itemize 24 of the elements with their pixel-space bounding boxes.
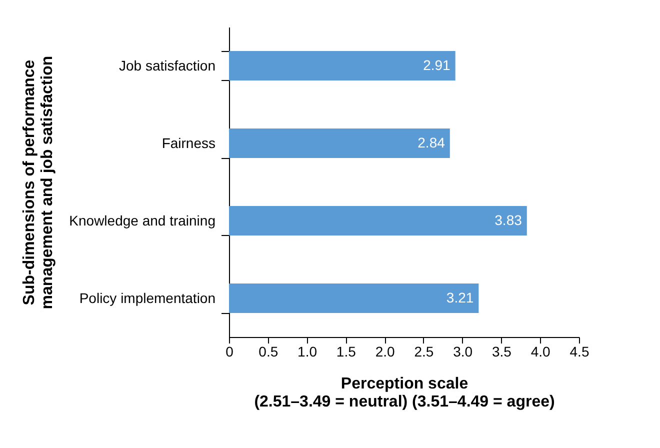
bar	[229, 128, 450, 158]
x-tick-label: 2.0	[375, 344, 395, 360]
x-tick-label: 1.5	[336, 344, 356, 360]
x-tick-label: 4.0	[530, 344, 551, 360]
x-tick-label: 2.5	[414, 344, 434, 360]
data-label: 2.84	[418, 134, 446, 150]
x-tick-label: 3.5	[492, 344, 512, 360]
x-tick-label: 3.0	[453, 344, 473, 360]
bar	[229, 284, 479, 313]
bar	[229, 51, 456, 80]
y-axis-title: Sub-dimensions of performance management and job satisfaction	[21, 56, 56, 310]
x-tick-label: 4.5	[570, 344, 590, 360]
y-tick-label: Knowledge and training	[69, 212, 216, 228]
y-tick-label: Job satisfaction	[119, 57, 216, 74]
y-tick-label: Policy implementation	[79, 290, 216, 306]
data-label: 3.21	[446, 289, 474, 306]
y-tick-label: Fairness	[162, 134, 216, 151]
data-label: 3.83	[494, 212, 522, 228]
x-axis-title: Perception scale (2.51–3.49 = neutral) (3.51–4.49 = agree)	[254, 376, 555, 410]
x-tick-label: 0.5	[258, 344, 278, 360]
x-tick-label: 0	[226, 344, 234, 360]
data-label: 2.91	[423, 56, 451, 73]
x-tick-label: 1.0	[298, 344, 318, 360]
bar	[229, 206, 527, 236]
